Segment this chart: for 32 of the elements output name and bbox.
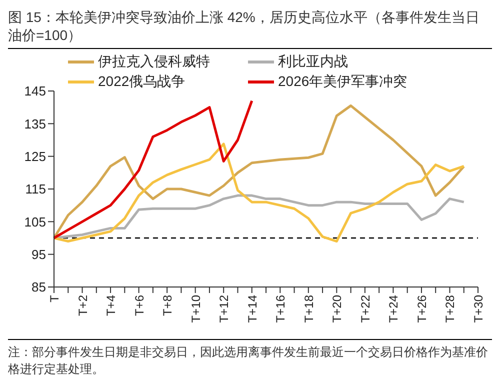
line-series [52,100,254,240]
x-tick-label: T+12 [217,294,232,323]
x-tick-label: T+28 [443,294,458,323]
legend-label: 2026年美伊军事冲突 [278,73,408,91]
x-tick-label: T+24 [386,294,401,323]
x-tick-label: T+20 [330,294,344,323]
x-tick-label: T+18 [302,294,316,323]
legend-label: 2022俄乌战争 [98,73,186,91]
y-tick-label: 145 [24,84,46,99]
x-tick-label: T+14 [245,294,260,323]
x-tick-label: T+8 [160,294,175,316]
y-tick-label: 135 [24,116,46,132]
legend-label: 伊拉克入侵科威特 [98,53,210,71]
y-tick-label: 105 [24,214,46,230]
y-tick-label: 115 [25,182,46,197]
chart-title: 图 15：本轮美伊冲突导致油价上涨 42%，居历史高位水平（各事件发生当日油价=100） [8,8,492,49]
y-tick-label: 85 [32,280,46,295]
text: 注：部分事件发生日期是非交易日，因此选用离事件发生前最近一个交易日价格作为基准价格进行定基处理。 [8,344,489,378]
legend-label: 利比亚内战 [278,53,348,71]
y-tick-label: 95 [32,246,46,262]
x-tick-label: T+30 [472,294,486,323]
x-tick-label: T+22 [358,294,372,323]
x-tick-label: T+16 [274,294,288,323]
x-tick-label: T+2 [76,294,90,316]
y-tick-label: 125 [24,148,46,164]
line-series [52,104,466,240]
x-tick-label: T+4 [104,294,118,316]
x-tick-label: T [48,294,62,302]
x-tick-label: T+6 [132,294,146,316]
x-tick-label: T+10 [188,294,203,323]
line-series [52,142,466,243]
x-tick-label: T+26 [414,294,429,323]
